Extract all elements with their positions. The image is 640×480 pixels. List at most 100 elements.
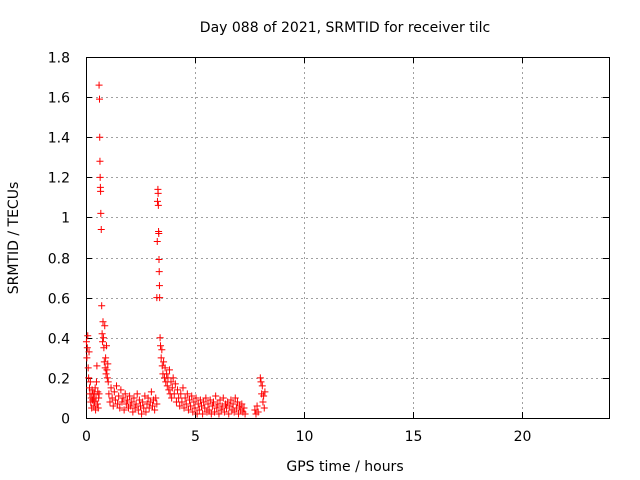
data-point xyxy=(153,400,161,408)
data-point xyxy=(156,294,164,302)
x-tick-label: 10 xyxy=(296,429,314,445)
data-point xyxy=(113,382,121,390)
x-axis-label: GPS time / hours xyxy=(286,459,403,475)
data-point xyxy=(189,408,197,416)
data-point xyxy=(220,408,228,416)
data-point xyxy=(168,384,176,392)
data-point xyxy=(96,133,104,141)
data-point xyxy=(209,398,217,406)
data-point xyxy=(177,390,185,398)
data-point xyxy=(85,348,93,356)
data-point xyxy=(161,364,169,372)
data-point xyxy=(95,81,103,89)
data-point xyxy=(240,404,248,412)
y-tick-label: 1.8 xyxy=(48,51,70,67)
data-point xyxy=(233,398,241,406)
data-point xyxy=(120,406,128,414)
data-point xyxy=(171,380,179,388)
data-point xyxy=(200,398,208,406)
data-point xyxy=(253,402,261,410)
chart-title: Day 088 of 2021, SRMTID for receiver til… xyxy=(200,20,490,36)
data-point xyxy=(156,334,164,342)
data-point xyxy=(98,302,106,310)
data-point xyxy=(163,382,171,390)
data-point xyxy=(258,382,266,390)
data-point xyxy=(144,394,152,402)
x-tick-label: 15 xyxy=(405,429,423,445)
data-point xyxy=(184,406,192,414)
data-point xyxy=(155,256,163,264)
data-point xyxy=(229,400,237,408)
data-point xyxy=(204,400,212,408)
data-point xyxy=(175,394,183,402)
y-axis-label: SRMTID / TECUs xyxy=(6,182,22,295)
data-point xyxy=(103,366,111,374)
data-point xyxy=(158,346,166,354)
data-point xyxy=(92,378,100,386)
data-point xyxy=(202,394,210,402)
data-point xyxy=(105,390,113,398)
data-point xyxy=(163,370,171,378)
data-point xyxy=(153,238,161,246)
data-point xyxy=(157,342,165,350)
data-point xyxy=(101,322,109,330)
data-point xyxy=(126,392,134,400)
data-point xyxy=(122,400,130,408)
data-point xyxy=(154,201,162,209)
y-tick-label: 1.4 xyxy=(48,131,70,147)
data-point xyxy=(114,400,122,408)
data-point xyxy=(138,410,146,418)
data-point xyxy=(93,400,101,408)
data-point xyxy=(181,394,189,402)
data-point xyxy=(231,394,239,402)
data-point xyxy=(109,402,117,410)
grid xyxy=(86,57,609,418)
data-point xyxy=(133,390,141,398)
plot-frame xyxy=(86,57,610,419)
data-point xyxy=(169,374,177,382)
data-point xyxy=(151,406,159,414)
data-point xyxy=(165,366,173,374)
data-point xyxy=(82,338,90,346)
data-point xyxy=(129,408,137,416)
y-tick-label: 1.6 xyxy=(48,91,70,107)
data-point xyxy=(99,334,107,342)
data-point xyxy=(85,374,93,382)
data-point xyxy=(168,394,176,402)
axis-ticks xyxy=(86,57,609,419)
y-tick-label: 0 xyxy=(61,412,70,428)
y-tick-label: 0.8 xyxy=(48,252,70,268)
data-point xyxy=(235,410,243,418)
x-tick-label: 20 xyxy=(514,429,532,445)
data-point xyxy=(97,187,105,195)
data-point xyxy=(102,354,110,362)
tick-labels: 0 0.2 0.4 0.6 0.8 1 1.2 1.4 1.6 1.8 0 5 10 15 20 xyxy=(48,51,532,446)
data-point xyxy=(225,410,233,418)
y-tick-label: 1.2 xyxy=(48,171,70,187)
data-point xyxy=(219,394,227,402)
data-point xyxy=(259,398,267,406)
y-tick-label: 0.6 xyxy=(48,292,70,308)
data-point xyxy=(176,402,184,410)
data-point xyxy=(91,384,99,392)
data-point xyxy=(119,394,127,402)
data-point xyxy=(147,388,155,396)
data-point xyxy=(106,398,114,406)
data-point xyxy=(211,408,219,416)
data-point xyxy=(195,406,203,414)
data-point xyxy=(111,396,119,404)
data-point xyxy=(212,392,220,400)
data-point xyxy=(134,406,142,414)
data-point xyxy=(215,410,223,418)
data-point xyxy=(128,398,136,406)
data-point xyxy=(157,354,165,362)
data-point xyxy=(188,392,196,400)
data-point xyxy=(182,400,190,408)
data-point xyxy=(96,95,104,103)
data-point xyxy=(103,374,111,382)
data-point xyxy=(102,370,110,378)
data-point xyxy=(118,398,126,406)
data-point xyxy=(191,404,199,412)
data-point xyxy=(201,404,209,412)
